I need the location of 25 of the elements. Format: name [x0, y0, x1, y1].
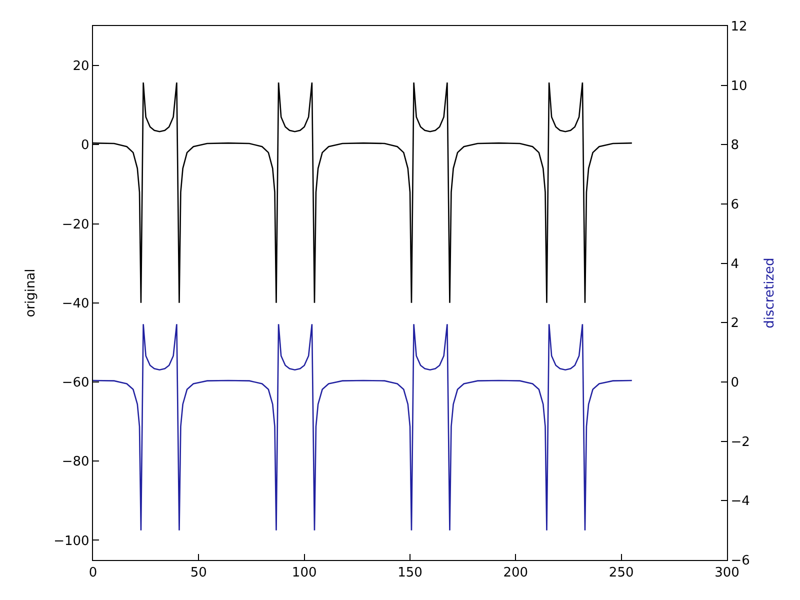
y2-tick-label: 2 — [730, 316, 739, 332]
y-tick-label: 0 — [81, 138, 90, 154]
line-series — [93, 324, 633, 531]
x-tick-label: 150 — [398, 566, 422, 581]
y2-tick-label: 8 — [730, 138, 739, 154]
x-tick-label: 250 — [608, 566, 634, 581]
y2-axis-title: discretized — [762, 258, 778, 328]
y2-tick-label: −4 — [730, 494, 750, 510]
x-tick-label: 50 — [190, 566, 207, 581]
y-tick-label: 20 — [72, 59, 90, 74]
x-tick-label: 200 — [503, 566, 528, 581]
y2-tick-label: 6 — [730, 198, 739, 213]
y-tick-label: −100 — [54, 534, 90, 549]
y-tick-label: −60 — [62, 376, 90, 391]
y2-tick-label: 4 — [730, 256, 739, 272]
y-tick-label: −20 — [62, 217, 90, 232]
y2-tick-label: 10 — [730, 78, 748, 94]
y-tick-label: −40 — [62, 296, 90, 312]
y-axis-title: original — [24, 268, 39, 318]
y-tick-label: −80 — [62, 454, 90, 470]
x-tick-label: 300 — [714, 566, 740, 581]
y2-tick-label: −2 — [730, 434, 750, 450]
y2-tick-label: 12 — [730, 20, 748, 35]
x-tick-label: 100 — [292, 566, 317, 581]
y2-tick-label: 0 — [730, 376, 739, 391]
